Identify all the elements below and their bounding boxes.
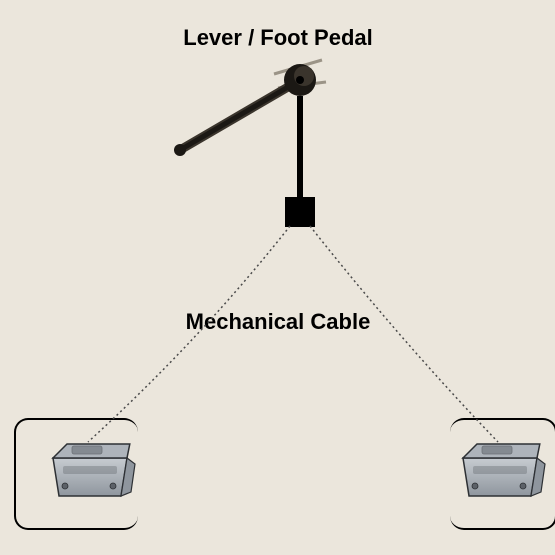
caliper-bracket-left <box>14 418 138 530</box>
diagram-canvas: Lever / Foot Pedal Mechanical Cable <box>0 0 555 555</box>
lever-foot-pedal <box>174 60 326 156</box>
cable-junction-box <box>285 197 315 227</box>
caliper-bracket-right <box>450 418 555 530</box>
label-lever-foot-pedal: Lever / Foot Pedal <box>183 25 373 51</box>
label-mechanical-cable: Mechanical Cable <box>186 309 371 335</box>
